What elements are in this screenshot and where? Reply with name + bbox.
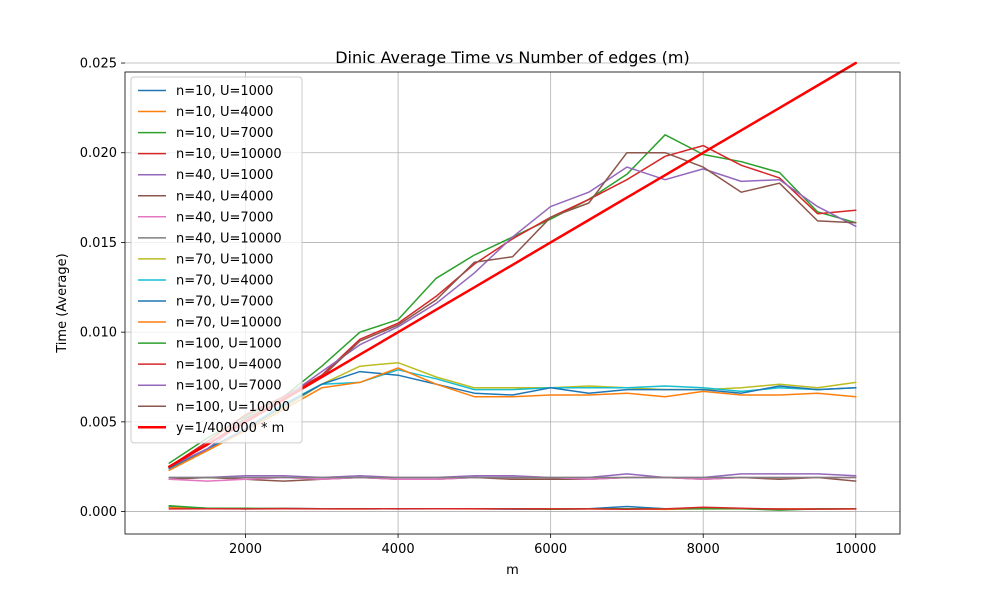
legend-entry: n=100, U=1000 bbox=[176, 337, 282, 352]
legend-entry: n=40, U=10000 bbox=[176, 231, 282, 246]
legend-entry: n=70, U=10000 bbox=[176, 316, 282, 331]
x-tick-label: 6000 bbox=[534, 542, 567, 557]
legend-entry: n=70, U=4000 bbox=[176, 273, 273, 288]
y-axis: 0.000 0.005 0.010 0.015 0.020 0.025 bbox=[80, 57, 125, 520]
y-tick-label: 0.005 bbox=[80, 415, 117, 430]
legend-entry: n=70, U=7000 bbox=[176, 295, 273, 310]
legend-entry: n=10, U=4000 bbox=[176, 105, 273, 120]
legend: n=10, U=1000 n=10, U=4000 n=10, U=7000 n=10… bbox=[130, 76, 303, 444]
x-tick-label: 2000 bbox=[229, 542, 262, 557]
x-tick-label: 10000 bbox=[835, 542, 876, 557]
x-axis-label: m bbox=[506, 563, 519, 578]
y-tick-label: 0.010 bbox=[80, 326, 117, 341]
y-tick-label: 0.020 bbox=[80, 146, 117, 161]
legend-entry: n=100, U=7000 bbox=[176, 379, 282, 394]
series-line-5 bbox=[168, 473, 857, 479]
x-tick-label: 4000 bbox=[382, 542, 415, 557]
legend-entry: y=1/400000 * m bbox=[176, 421, 284, 436]
legend-entry: n=10, U=10000 bbox=[176, 147, 282, 162]
y-axis-label: Time (Average) bbox=[55, 253, 70, 353]
legend-box bbox=[130, 76, 303, 444]
y-tick-label: 0.015 bbox=[80, 236, 117, 251]
legend-entry: n=10, U=1000 bbox=[176, 84, 273, 99]
chart-title: Dinic Average Time vs Number of edges (m… bbox=[335, 48, 690, 67]
legend-entry: n=70, U=1000 bbox=[176, 252, 273, 267]
axes-frame bbox=[124, 71, 901, 535]
x-tick-label: 8000 bbox=[687, 542, 720, 557]
y-tick-label: 0.000 bbox=[80, 505, 117, 520]
legend-entry: n=100, U=10000 bbox=[176, 400, 290, 415]
legend-entry: n=10, U=7000 bbox=[176, 126, 273, 141]
series-line-4 bbox=[168, 506, 857, 510]
y-tick-label: 0.025 bbox=[80, 57, 117, 72]
legend-entry: n=40, U=4000 bbox=[176, 189, 273, 204]
legend-entry: n=40, U=1000 bbox=[176, 168, 273, 183]
x-axis: 2000 4000 6000 8000 10000 bbox=[229, 534, 876, 557]
legend-entry: n=40, U=7000 bbox=[176, 210, 273, 225]
legend-entry: n=100, U=4000 bbox=[176, 358, 282, 373]
